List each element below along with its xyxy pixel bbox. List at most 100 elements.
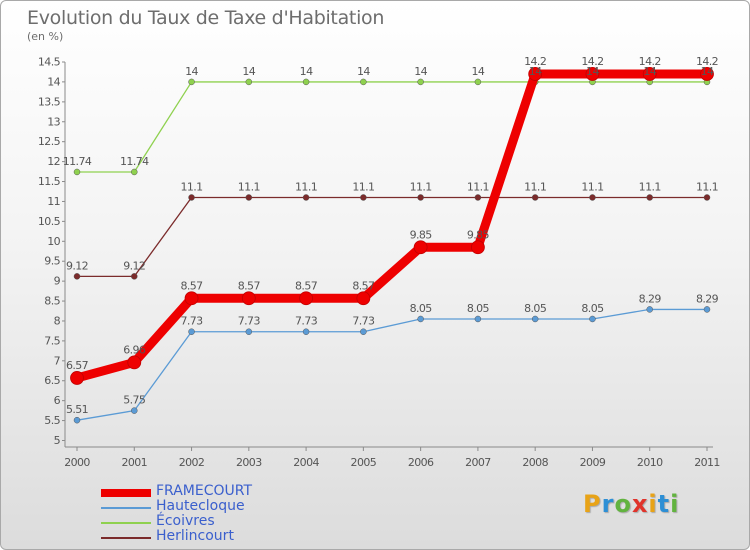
data-label: 14.2 [696,55,718,68]
data-point [73,168,81,176]
x-tick-label: 2009 [580,456,606,469]
data-label: 14 [414,65,427,78]
data-label: 8.29 [696,292,719,305]
data-label: 14 [643,65,656,78]
legend-swatch [101,489,151,497]
y-tick-label: 11.5 [38,175,61,188]
data-label: 9.12 [66,259,88,272]
y-tick-label: 6.5 [44,374,60,387]
logo-letter: r [601,490,615,518]
data-point [531,315,539,323]
data-point [585,67,600,81]
data-point [245,78,253,86]
data-label: 8.05 [524,302,547,315]
x-tick-label: 2008 [522,456,548,469]
data-point [474,315,482,323]
data-point [474,78,482,86]
data-label: 9.85 [467,228,490,241]
y-tick-label: 13 [47,115,60,128]
data-label: 14 [472,65,485,78]
data-label: 11.1 [410,180,432,193]
data-label: 5.75 [123,394,146,407]
legend-swatch [101,522,151,524]
x-tick-label: 2004 [293,456,319,469]
data-label: 8.57 [180,279,203,292]
logo-letter: P [583,490,602,518]
y-tick-label: 12.5 [38,135,61,148]
data-label: 14 [701,65,714,78]
data-point [70,371,84,385]
data-point [703,306,711,313]
data-label: 11.1 [295,180,317,193]
data-point [471,240,485,255]
logo-letter: t [657,490,671,518]
data-point [188,328,195,335]
data-point [589,315,596,323]
data-point [188,194,195,201]
data-point [413,240,428,255]
y-tick-label: 10.5 [38,215,61,228]
data-point [417,194,424,201]
data-point [131,407,138,414]
data-point [417,78,424,86]
data-label: 11.1 [238,180,260,193]
x-tick-label: 2001 [121,456,147,469]
data-label: 8.05 [581,302,604,315]
data-label: 11.1 [639,180,661,193]
data-point [73,273,81,280]
y-tick-label: 7.5 [44,334,60,347]
data-label: 11.1 [467,180,489,193]
data-point [703,194,711,201]
data-point [417,315,424,323]
x-tick-label: 2002 [179,456,205,469]
logo-letter: i [670,490,680,518]
x-tick-label: 2005 [351,456,377,469]
data-point [646,194,653,201]
data-point [241,291,256,306]
data-label: 11.74 [120,155,149,168]
y-tick-label: 14 [47,75,60,88]
y-tick-label: 10 [47,235,60,248]
y-tick-label: 6 [54,394,61,407]
data-label: 9.12 [123,259,145,272]
y-tick-label: 14.5 [38,56,61,69]
x-tick-label: 2011 [694,456,720,469]
chart-title: Evolution du Taux de Taxe d'Habitation [27,7,385,29]
legend-label: FRAMECOURT [156,483,253,499]
data-point [642,67,657,81]
data-label: 11.1 [581,180,603,193]
data-label: 14.2 [581,55,603,68]
logo-letter: o [614,490,632,518]
x-tick-label: 2006 [408,456,434,469]
y-tick-label: 11 [47,195,60,208]
data-label: 7.73 [180,315,203,328]
y-tick-label: 8 [54,314,61,327]
data-point [360,328,367,335]
y-tick-label: 13.5 [38,95,61,108]
x-tick-label: 2003 [236,456,262,469]
legend-label: Herlincourt [156,528,234,544]
data-label: 11.1 [524,180,546,193]
data-label: 7.73 [238,315,261,328]
x-tick-label: 2007 [465,456,491,469]
legend-label: Écoivres [156,513,215,529]
data-label: 11.74 [63,155,92,168]
data-point [528,67,543,81]
y-tick-label: 9.5 [44,255,60,268]
data-point [131,273,138,280]
y-tick-label: 9 [54,275,61,288]
data-point [302,194,310,201]
data-label: 8.57 [352,279,375,292]
data-point [360,194,367,201]
data-label: 8.29 [639,292,662,305]
chart-subtitle: (en %) [27,30,64,43]
x-tick-label: 2010 [637,456,663,469]
series-line-herlincourt [77,196,707,278]
data-point [188,78,195,86]
data-label: 7.73 [295,315,318,328]
data-point [245,328,253,335]
data-label: 5.51 [66,403,88,416]
data-label: 11.1 [352,180,374,193]
